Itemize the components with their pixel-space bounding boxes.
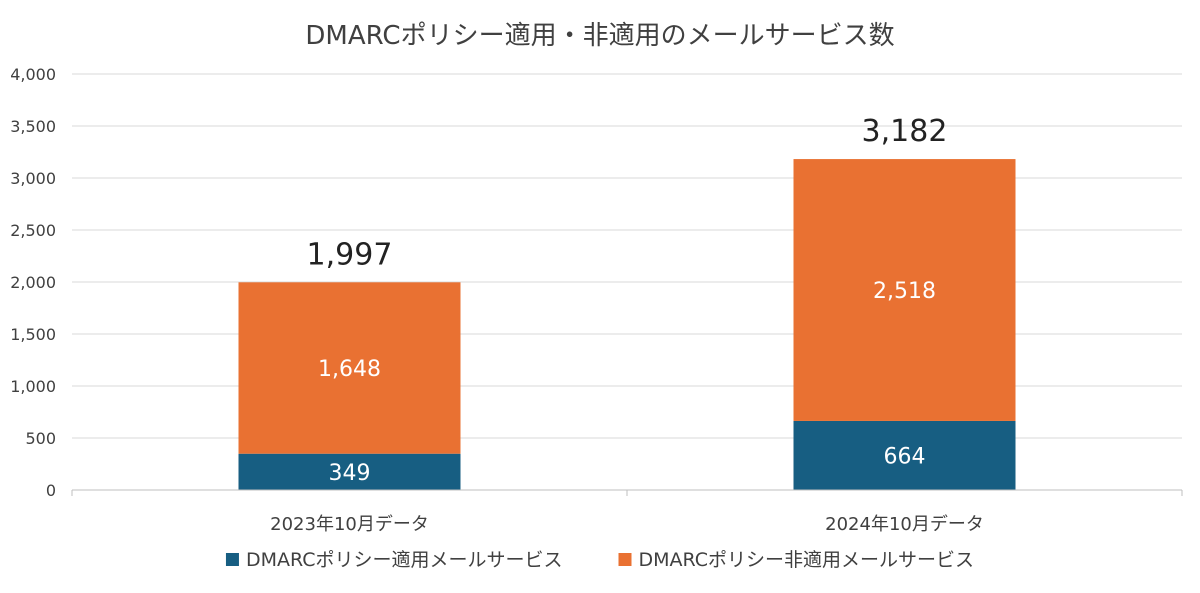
bar-segment: [238, 282, 461, 454]
x-category-label: 2024年10月データ: [825, 514, 984, 535]
y-axis: 0 500 1,000 1,500 2,000 2,500 3,000 3,500 4,000: [10, 65, 56, 500]
data-label: 1,648: [318, 357, 381, 382]
bars: 349 1,648 1,997 664 2,518 3,182: [238, 114, 1016, 490]
y-tick-label: 500: [25, 429, 56, 448]
y-tick-label: 0: [46, 481, 56, 500]
legend-label: DMARCポリシー非適用メールサービス: [639, 549, 975, 571]
data-label: 349: [329, 461, 371, 486]
y-tick-label: 2,500: [10, 221, 56, 240]
legend-item: DMARCポリシー適用メールサービス: [225, 549, 563, 571]
bar-segment: [793, 420, 1016, 490]
legend-swatch: [618, 553, 632, 566]
y-tick-label: 1,000: [10, 377, 56, 396]
legend-swatch: [225, 553, 239, 566]
total-label: 1,997: [307, 237, 393, 272]
y-tick-label: 3,000: [10, 169, 56, 188]
data-label: 2,518: [873, 279, 936, 304]
legend-label: DMARCポリシー適用メールサービス: [246, 549, 563, 571]
y-tick-label: 3,500: [10, 117, 56, 136]
bar-segment: [238, 453, 461, 490]
data-label: 664: [884, 444, 926, 469]
legend: DMARCポリシー適用メールサービス DMARCポリシー非適用メールサービス: [225, 549, 975, 571]
x-axis: 2023年10月データ 2024年10月データ: [71, 489, 1183, 535]
y-tick-label: 1,500: [10, 325, 56, 344]
x-category-label: 2023年10月データ: [270, 514, 429, 535]
legend-item: DMARCポリシー非適用メールサービス: [618, 549, 975, 571]
total-label: 3,182: [862, 114, 948, 149]
bar-segment: [793, 159, 1016, 421]
chart-title: DMARCポリシー適用・非適用のメールサービス数: [305, 21, 894, 51]
y-tick-label: 4,000: [10, 65, 56, 84]
y-tick-label: 2,000: [10, 273, 56, 292]
